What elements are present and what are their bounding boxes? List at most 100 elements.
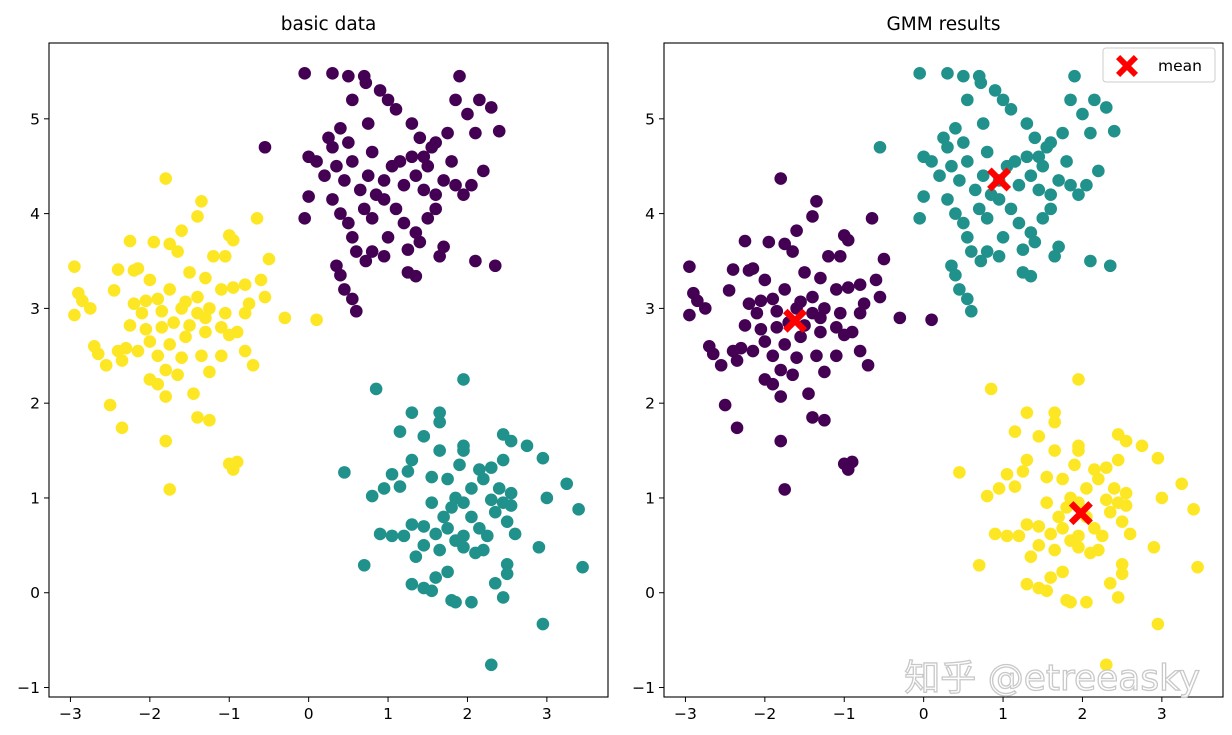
scatter-point	[1103, 576, 1117, 590]
scatter-point	[433, 415, 446, 429]
legend-mean-marker	[1116, 55, 1138, 77]
scatter-point	[346, 231, 359, 244]
scatter-point	[1151, 617, 1165, 631]
scatter-point	[1004, 202, 1018, 216]
scatter-point	[738, 319, 752, 332]
scatter-point	[155, 321, 169, 334]
scatter-point	[361, 117, 375, 130]
scatter-point	[330, 259, 343, 273]
scatter-point	[770, 321, 784, 334]
scatter-point	[945, 259, 958, 273]
scatter-point	[143, 273, 157, 287]
scatter-point	[488, 505, 502, 519]
scatter-point	[405, 577, 419, 591]
scatter-point	[504, 499, 518, 512]
scatter-point	[465, 595, 478, 609]
x-axis-gmm-results: −3 −2 −1 0 1 2 3	[674, 697, 1167, 723]
scatter-point	[111, 263, 125, 276]
scatter-point	[814, 271, 827, 285]
scatter-point	[195, 194, 208, 208]
scatter-point	[750, 306, 764, 320]
scatter-point	[1191, 560, 1204, 574]
mean-marker-icon	[1068, 501, 1093, 526]
scatter-point	[1008, 425, 1022, 438]
scatter-point	[496, 453, 510, 467]
scatter-point	[1092, 472, 1105, 486]
scatter-point	[262, 252, 276, 266]
scatter-point	[310, 155, 323, 168]
scatter-point	[449, 93, 462, 107]
scatter-point	[405, 453, 419, 467]
scatter-point	[845, 455, 859, 469]
x-tick-label: 2	[1078, 705, 1088, 723]
x-tick-label: −3	[674, 705, 697, 723]
scatter-point	[1032, 520, 1046, 533]
scatter-point	[925, 313, 938, 327]
scatter-point	[111, 344, 125, 358]
scatter-point	[877, 252, 891, 266]
scatter-point	[706, 347, 720, 361]
scatter-point	[496, 591, 510, 604]
x-tick-label: −2	[753, 705, 776, 723]
scatter-point	[1072, 373, 1085, 386]
x-tick-label: 1	[998, 705, 1008, 723]
scatter-point	[409, 169, 423, 182]
scatter-point	[1096, 529, 1109, 543]
scatter-point	[1024, 269, 1038, 283]
scatter-point	[254, 273, 268, 287]
scatter-point	[465, 510, 478, 524]
scatter-point	[457, 540, 470, 554]
scatter-point	[520, 439, 534, 453]
scatter-point	[974, 76, 988, 90]
points-gmm-results	[683, 67, 1204, 672]
mean-marker-stroke	[783, 308, 808, 333]
scatter-point	[353, 183, 367, 197]
scatter-point	[342, 69, 355, 83]
scatter-point	[953, 283, 966, 296]
scatter-point	[401, 465, 415, 478]
scatter-point	[1115, 558, 1129, 571]
scatter-point	[429, 571, 442, 584]
scatter-point	[397, 529, 411, 543]
scatter-point	[1155, 491, 1169, 505]
scatter-point	[1020, 406, 1034, 419]
scatter-point	[806, 210, 819, 223]
scatter-point	[1040, 584, 1054, 598]
scatter-point	[941, 193, 954, 206]
scatter-point	[163, 338, 176, 351]
scatter-point	[365, 245, 379, 258]
scatter-point	[99, 358, 113, 372]
scatter-point	[187, 387, 200, 400]
scatter-point	[1147, 540, 1161, 554]
scatter-point	[841, 233, 855, 247]
mean-marker-stroke	[1068, 501, 1093, 526]
scatter-point	[469, 126, 482, 140]
scatter-point	[417, 430, 431, 443]
scatter-point	[203, 413, 216, 427]
scatter-point	[342, 136, 355, 149]
scatter-point	[1012, 529, 1026, 543]
scatter-point	[1052, 174, 1065, 187]
scatter-point	[107, 284, 121, 297]
scatter-point	[469, 254, 482, 268]
scatter-point	[913, 67, 926, 80]
scatter-point	[393, 155, 407, 168]
scatter-point	[163, 283, 176, 296]
scatter-point	[814, 325, 827, 339]
scatter-point	[1028, 235, 1042, 249]
scatter-point	[215, 349, 228, 363]
scatter-point	[389, 202, 403, 216]
scatter-point	[540, 491, 554, 505]
scatter-point	[143, 373, 157, 386]
scatter-point	[191, 290, 204, 304]
scatter-point	[873, 290, 887, 304]
scatter-point	[163, 483, 176, 496]
scatter-point	[933, 169, 946, 182]
scatter-point	[980, 245, 994, 258]
scatter-point	[342, 216, 355, 230]
scatter-point	[76, 294, 89, 308]
scatter-point	[1016, 243, 1030, 256]
scatter-point	[964, 304, 978, 318]
scatter-point	[298, 212, 311, 225]
